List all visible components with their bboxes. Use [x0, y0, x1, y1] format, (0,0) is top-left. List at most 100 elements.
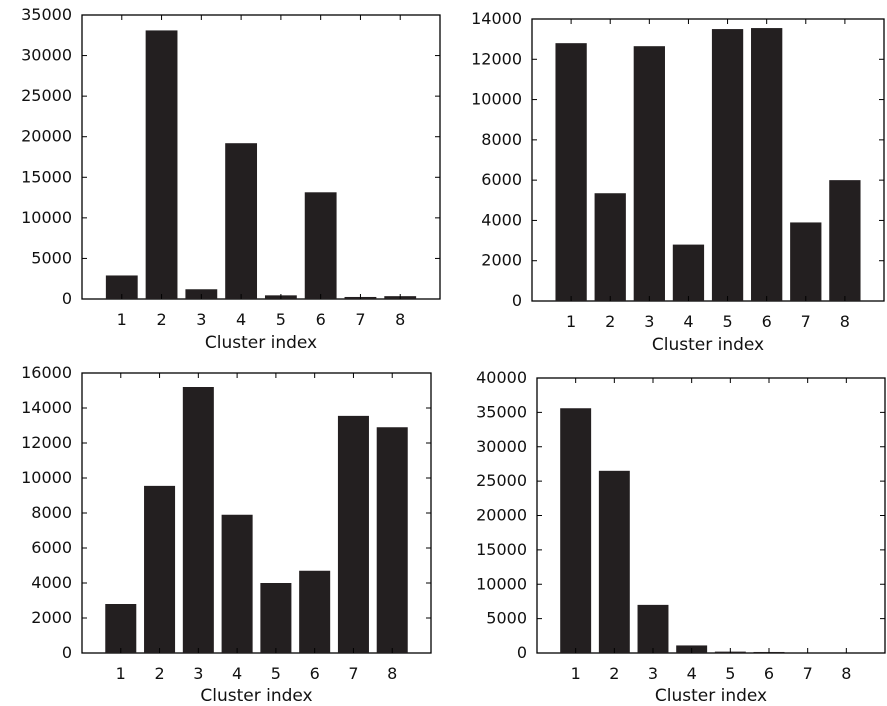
- x-tick-label: 5: [725, 664, 735, 683]
- y-tick-label: 20000: [21, 127, 72, 146]
- bar-cluster-7: [790, 222, 822, 301]
- x-tick-label: 5: [722, 312, 732, 331]
- x-tick-label: 4: [687, 664, 697, 683]
- x-tick-label: 2: [154, 664, 164, 683]
- x-tick-label: 1: [566, 312, 576, 331]
- y-tick-label: 10000: [471, 90, 522, 109]
- x-tick-label: 7: [801, 312, 811, 331]
- bar-cluster-1: [555, 43, 587, 302]
- y-tick-label: 8000: [481, 130, 522, 149]
- chart-panel-top-left: 0 5000 10000 15000 20000 25000 30000 35000 1 2 3 4 5…: [21, 5, 441, 353]
- y-tick-label: 4000: [31, 573, 72, 592]
- y-tick-label: 10000: [476, 574, 527, 593]
- y-tick-label: 2000: [481, 251, 522, 270]
- bar-cluster-1: [105, 275, 138, 299]
- x-axis-title: Cluster index: [205, 333, 317, 353]
- y-tick-label: 25000: [21, 86, 72, 105]
- y-tick-label: 6000: [481, 170, 522, 189]
- x-tick-label: 8: [840, 312, 850, 331]
- bar-cluster-2: [145, 30, 178, 299]
- x-tick-label: 7: [355, 310, 365, 329]
- bar-cluster-4: [672, 244, 705, 301]
- bar-cluster-4: [221, 514, 253, 653]
- x-tick-label: 6: [764, 664, 774, 683]
- bar-cluster-2: [598, 470, 630, 653]
- bar-cluster-4: [225, 143, 258, 299]
- x-tick-label: 1: [116, 664, 126, 683]
- x-tick-label: 8: [841, 664, 851, 683]
- bar-cluster-6: [304, 192, 337, 299]
- x-tick-label: 7: [348, 664, 358, 683]
- bar-cluster-3: [182, 387, 214, 653]
- bar-cluster-5: [711, 29, 744, 301]
- y-tick-label: 0: [62, 643, 72, 662]
- x-tick-label: 6: [762, 312, 772, 331]
- y-tick-label: 10000: [21, 208, 72, 227]
- x-tick-label: 3: [193, 664, 203, 683]
- y-tick-label: 35000: [476, 402, 527, 421]
- bar-cluster-8: [376, 427, 408, 653]
- y-tick-label: 14000: [471, 9, 522, 28]
- x-tick-label: 4: [236, 310, 246, 329]
- y-tick-label: 25000: [476, 471, 527, 490]
- y-tick-label: 0: [512, 291, 522, 310]
- y-tick-label: 30000: [476, 437, 527, 456]
- y-tick-label: 15000: [476, 540, 527, 559]
- bar-cluster-8: [829, 180, 861, 301]
- x-tick-label: 8: [387, 664, 397, 683]
- x-tick-label: 4: [683, 312, 693, 331]
- x-axis-title: Cluster index: [652, 335, 764, 355]
- x-tick-label: 7: [803, 664, 813, 683]
- y-tick-label: 16000: [21, 363, 72, 382]
- y-tick-label: 12000: [21, 433, 72, 452]
- y-tick-label: 8000: [31, 503, 72, 522]
- bar-cluster-5: [260, 583, 292, 653]
- bar-cluster-6: [751, 28, 783, 302]
- x-tick-label: 8: [395, 310, 405, 329]
- y-tick-label: 0: [62, 289, 72, 308]
- bar-cluster-1: [560, 408, 592, 653]
- y-tick-label: 30000: [21, 46, 72, 65]
- x-tick-label: 5: [271, 664, 281, 683]
- y-tick-label: 5000: [31, 248, 72, 267]
- y-tick-label: 14000: [21, 398, 72, 417]
- bar-cluster-3: [633, 46, 665, 301]
- bar-cluster-1: [105, 604, 137, 653]
- chart-panel-bottom-right: 0 5000 10000 15000 20000 25000 30000 35000 40000…: [476, 368, 886, 706]
- x-tick-label: 3: [196, 310, 206, 329]
- bar-cluster-2: [594, 193, 626, 301]
- y-tick-label: 2000: [31, 608, 72, 627]
- y-tick-label: 0: [517, 643, 527, 662]
- plot-frame: [81, 14, 441, 300]
- y-tick-label: 6000: [31, 538, 72, 557]
- y-tick-label: 12000: [471, 49, 522, 68]
- chart-panel-top-right: 0 2000 4000 6000 8000 10000 12000 14000 1 2 3 4 5 6 7 8…: [471, 9, 885, 355]
- y-tick-label: 10000: [21, 468, 72, 487]
- x-tick-label: 2: [156, 310, 166, 329]
- y-tick-label: 5000: [486, 609, 527, 628]
- x-tick-label: 5: [276, 310, 286, 329]
- x-tick-label: 1: [117, 310, 127, 329]
- x-axis-title: Cluster index: [655, 686, 767, 706]
- x-tick-label: 4: [232, 664, 242, 683]
- x-tick-label: 6: [316, 310, 326, 329]
- x-axis-title: Cluster index: [200, 686, 312, 706]
- bar-cluster-6: [299, 570, 331, 653]
- y-tick-label: 20000: [476, 506, 527, 525]
- plot-frame: [531, 18, 885, 302]
- bar-cluster-2: [144, 485, 176, 653]
- y-tick-label: 40000: [476, 368, 527, 387]
- x-tick-label: 3: [648, 664, 658, 683]
- y-tick-label: 35000: [21, 5, 72, 24]
- bar-cluster-7: [337, 415, 369, 653]
- x-tick-label: 6: [310, 664, 320, 683]
- y-tick-label: 15000: [21, 167, 72, 186]
- y-tick-label: 4000: [481, 210, 522, 229]
- bar-cluster-3: [637, 604, 669, 653]
- x-tick-label: 3: [644, 312, 654, 331]
- chart-panel-bottom-left: 0 2000 4000 6000 8000 10000 12000 14000 16000 1 2 3…: [21, 363, 432, 706]
- x-tick-label: 2: [605, 312, 615, 331]
- x-tick-label: 2: [609, 664, 619, 683]
- x-tick-label: 1: [571, 664, 581, 683]
